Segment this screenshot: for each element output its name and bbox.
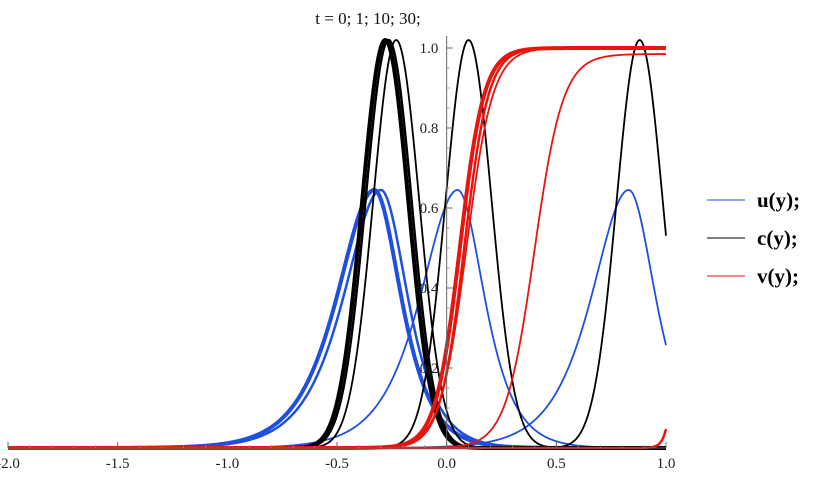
- x-tick-label: -1.5: [106, 456, 130, 472]
- y-tick-label: 0.6: [420, 201, 439, 217]
- legend: u(y); c(y); v(y);: [707, 188, 800, 288]
- legend-label: v(y);: [757, 264, 799, 288]
- series-line-v: [8, 47, 666, 449]
- series-line-c: [8, 39, 666, 449]
- x-tick-label: 1.0: [657, 456, 676, 472]
- y-ticks: 0.2 0.4 0.6 0.8 1.0: [420, 41, 453, 429]
- legend-label: u(y);: [757, 188, 800, 212]
- series-line-v: [8, 53, 666, 449]
- y-tick-label: 1.0: [420, 41, 439, 57]
- series-line-c: [7, 38, 667, 450]
- x-ticks: -2.0 -1.5 -1.0 -0.5 0.0 0.5 1.0: [0, 442, 675, 472]
- series-layer: [7, 38, 668, 450]
- series-line-v: [7, 46, 667, 450]
- chart-title: t = 0; 1; 10; 30;: [315, 9, 420, 28]
- y-tick-label: 0.8: [420, 121, 439, 137]
- series-line-v: [7, 46, 667, 450]
- series-line-c: [8, 39, 666, 449]
- x-tick-label: -0.5: [325, 456, 349, 472]
- legend-label: c(y);: [757, 226, 798, 250]
- x-tick-label: 0.0: [437, 456, 456, 472]
- x-tick-label: -1.0: [215, 456, 239, 472]
- x-tick-label: -2.0: [0, 456, 20, 472]
- series-line-c: [8, 39, 667, 449]
- y-tick-label: 0.4: [420, 281, 439, 297]
- y-tick-label: 0.2: [420, 361, 439, 377]
- x-tick-label: 0.5: [547, 456, 566, 472]
- series-line-c: [7, 38, 667, 450]
